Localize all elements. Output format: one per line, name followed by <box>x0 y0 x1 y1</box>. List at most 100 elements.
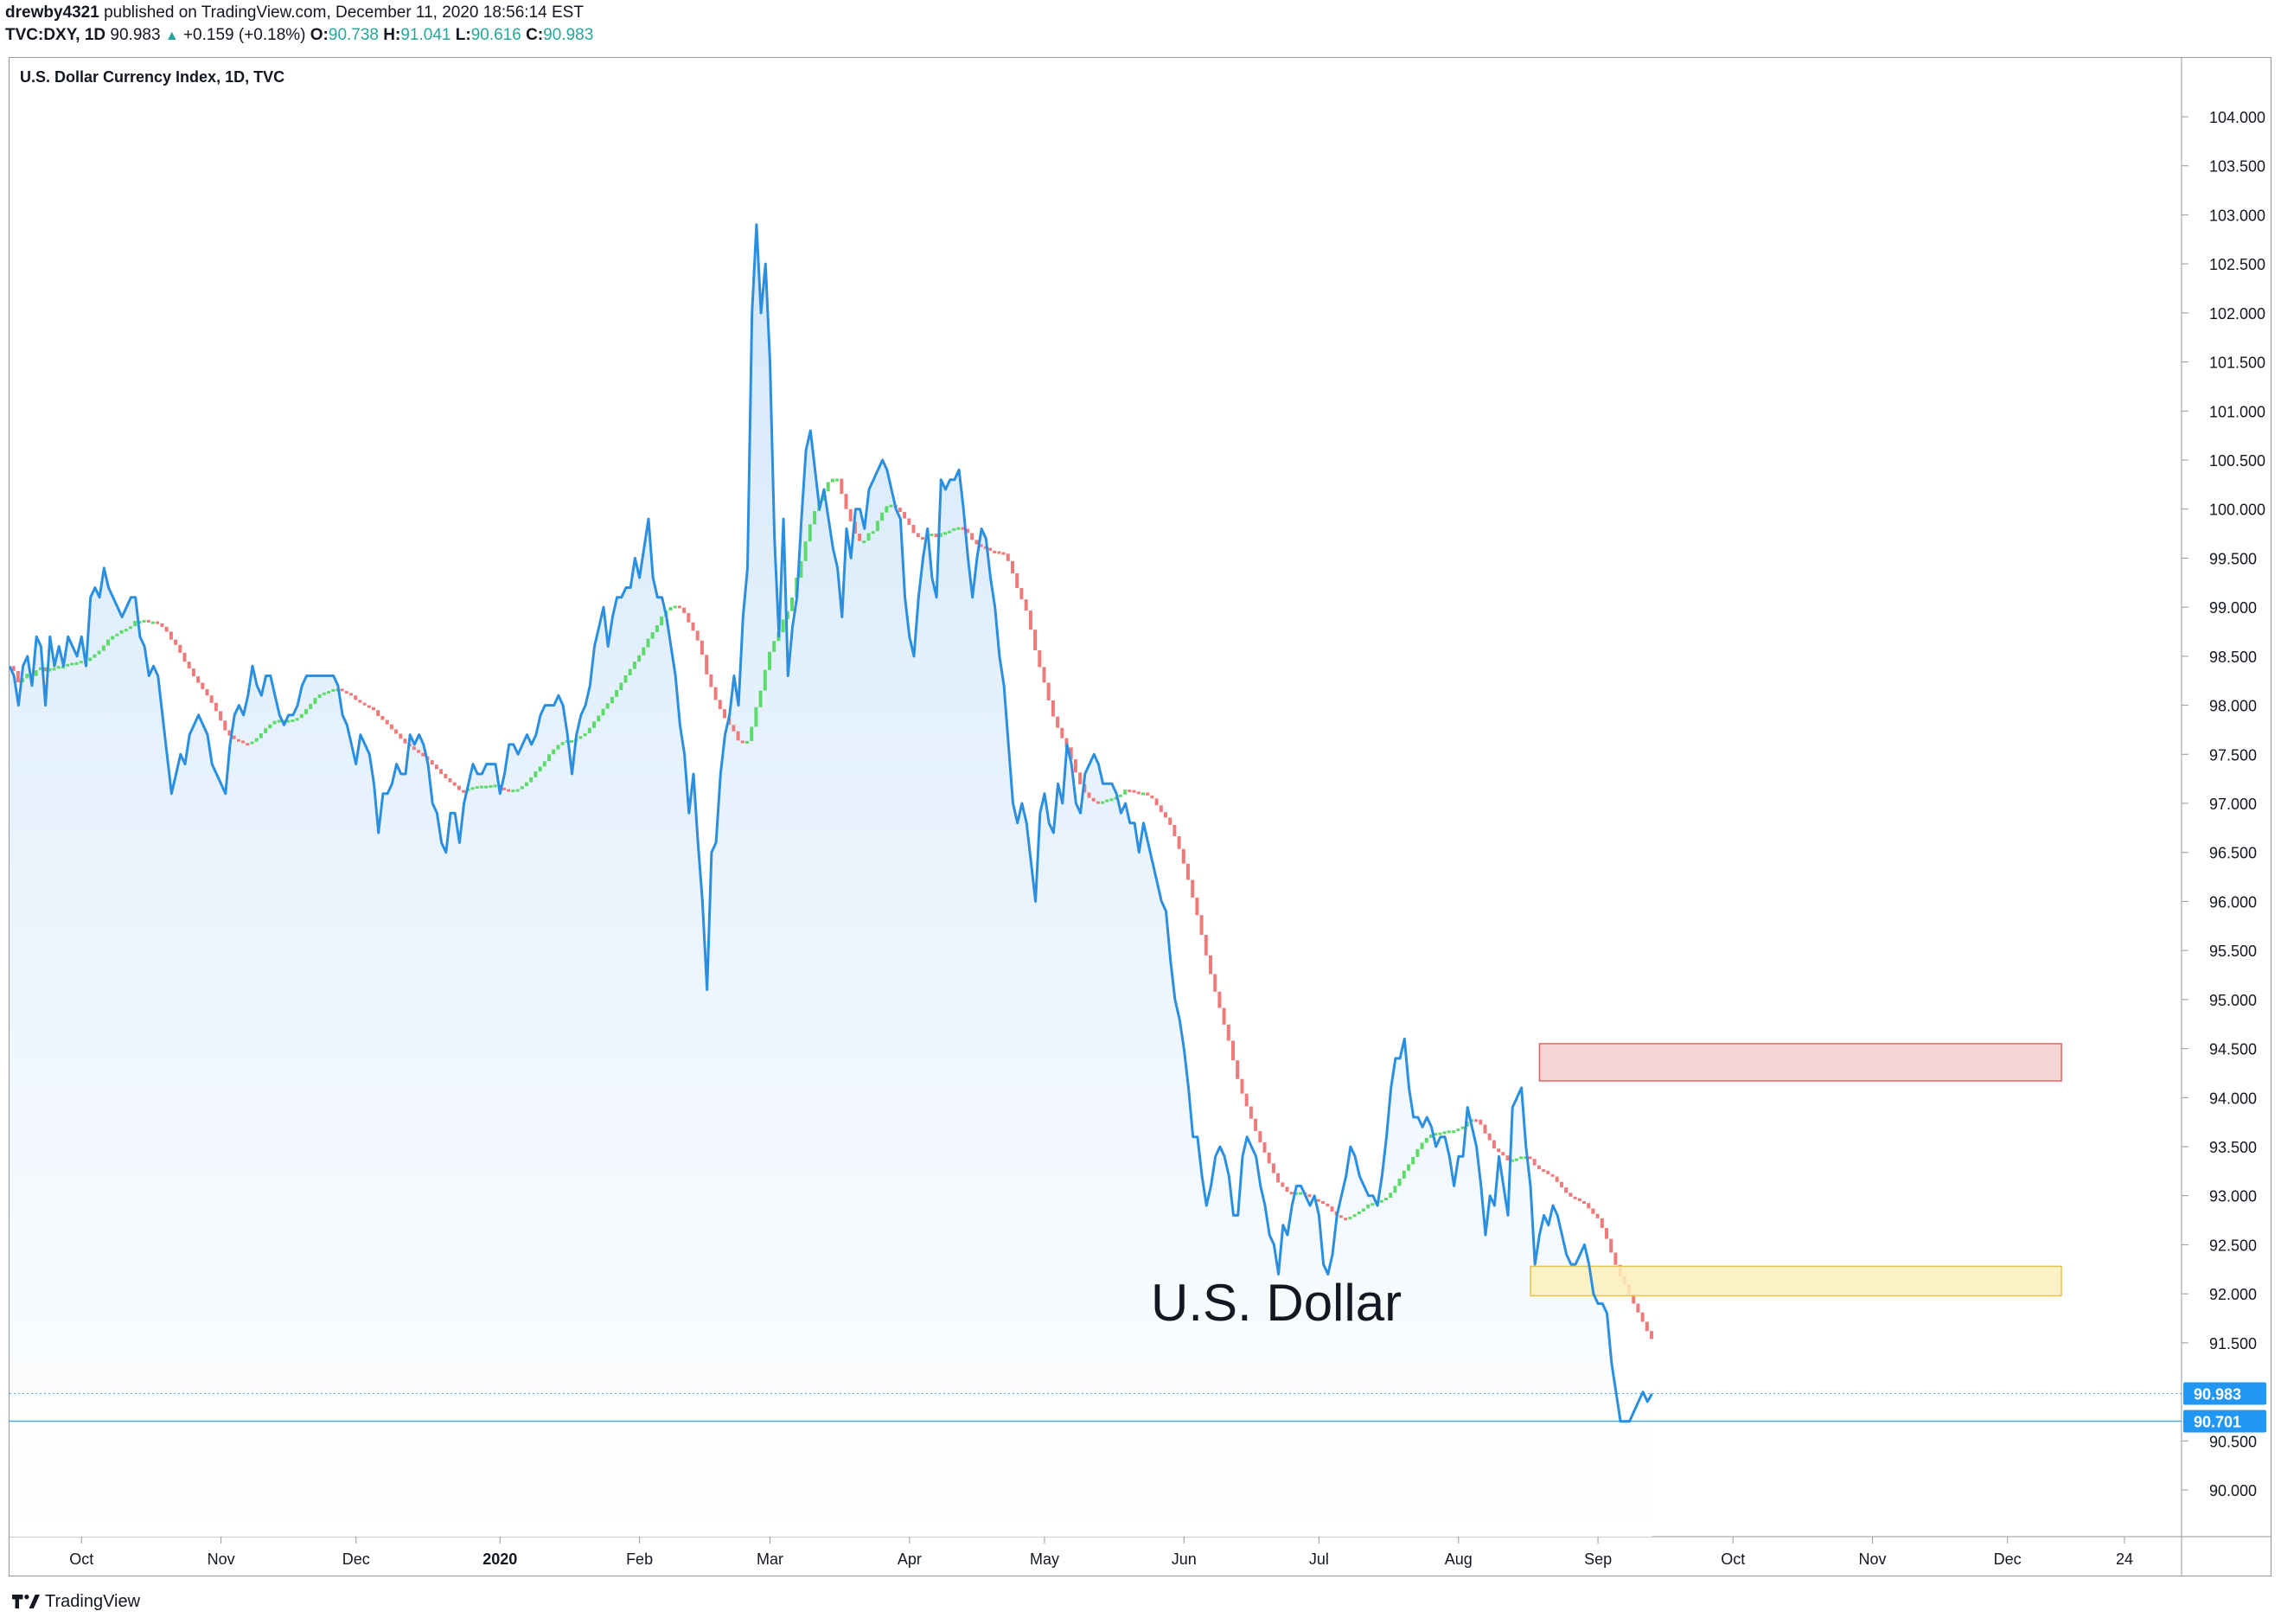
ma-bar <box>439 769 444 774</box>
ma-bar <box>178 644 182 653</box>
ma-bar <box>660 616 664 626</box>
ma-bar <box>605 703 610 709</box>
ma-bar <box>1407 1164 1410 1171</box>
ma-bar <box>1577 1198 1581 1201</box>
ma-bar <box>484 785 489 789</box>
ma-bar <box>1267 1152 1271 1164</box>
ma-bar <box>1348 1217 1352 1220</box>
ma-bar <box>597 715 601 722</box>
ma-bar <box>417 750 421 753</box>
ma-bar <box>587 727 591 733</box>
high-label: H: <box>383 26 401 44</box>
ma-bar <box>943 532 947 535</box>
ma-bar <box>848 508 853 521</box>
ma-bar <box>1492 1140 1496 1149</box>
x-tick-label: 24 <box>2116 1550 2133 1568</box>
ma-bar <box>619 682 623 690</box>
ma-bar <box>1177 836 1181 849</box>
y-tick-label: 100.500 <box>2209 452 2265 470</box>
ma-bar <box>1483 1124 1487 1134</box>
ma-bar <box>1262 1141 1267 1153</box>
ma-bar <box>399 733 403 739</box>
ma-bar <box>1546 1170 1550 1174</box>
ma-bar <box>677 605 681 609</box>
ma-bar <box>790 597 794 611</box>
footer-brand[interactable]: TradingView <box>45 1591 141 1611</box>
y-tick-label: 95.500 <box>2209 943 2257 960</box>
time-axis[interactable]: Oct Nov Dec 2020 Feb Mar Apr May Jun Jul Aug Sep Oct… <box>69 1537 2133 1568</box>
ma-bar <box>1564 1187 1569 1193</box>
ma-bar <box>835 478 840 482</box>
ma-bar <box>403 738 407 744</box>
ma-bar <box>227 730 232 736</box>
ma-bar <box>1640 1312 1645 1322</box>
ma-bar <box>232 735 236 739</box>
chart-canvas[interactable]: U.S. Dollar Currency Index, 1D, TVC U.S.… <box>10 58 2271 1576</box>
ma-bar <box>313 698 317 704</box>
ma-bar <box>48 668 52 672</box>
ma-bar <box>205 688 209 696</box>
ma-bar <box>327 691 330 694</box>
ma-bar <box>1326 1203 1330 1207</box>
open-label: O: <box>310 26 329 44</box>
ma-bar <box>1159 805 1163 813</box>
publisher-name[interactable]: drewby4321 <box>5 3 99 22</box>
ma-bar <box>97 650 101 655</box>
y-tick-label: 102.500 <box>2209 256 2265 273</box>
ma-bar <box>1015 573 1019 588</box>
ma-bar <box>1510 1159 1514 1162</box>
ma-bar <box>1299 1192 1303 1195</box>
ma-bar <box>1132 790 1136 793</box>
publish-line: drewby4321 published on TradingView.com,… <box>5 2 2271 24</box>
ma-bar <box>1555 1176 1559 1182</box>
price-axis[interactable]: 104.000 103.500 103.000 102.500 102.000 101.5… <box>2182 109 2265 1499</box>
ma-bar <box>1244 1093 1249 1107</box>
resistance-zone[interactable] <box>1538 1043 2062 1082</box>
ma-bar <box>515 789 520 792</box>
ma-bar <box>763 669 767 691</box>
ma-bar <box>1420 1142 1424 1149</box>
ma-bar <box>875 521 879 532</box>
ma-bar <box>1573 1196 1577 1199</box>
ma-bar <box>1240 1078 1244 1094</box>
y-tick-label: 90.500 <box>2209 1433 2257 1450</box>
y-tick-label: 95.000 <box>2209 992 2257 1009</box>
x-tick-label: Jul <box>1309 1550 1329 1568</box>
ma-bar <box>317 694 322 699</box>
ma-bar <box>79 661 83 664</box>
ma-bar <box>1236 1060 1240 1079</box>
ma-bar <box>1019 588 1024 599</box>
ma-bar <box>394 729 399 734</box>
ma-bar <box>286 719 291 723</box>
ma-bar <box>691 622 695 631</box>
ma-bar <box>452 782 457 786</box>
published-text: published on TradingView.com, December 1… <box>104 3 584 22</box>
ma-bar <box>34 670 38 676</box>
ma-bar <box>74 662 79 665</box>
ma-bar <box>1532 1159 1537 1166</box>
ma-bar <box>1276 1173 1281 1183</box>
low-value: 90.616 <box>470 26 521 44</box>
ma-bar <box>1186 863 1190 880</box>
ma-bar <box>1379 1199 1383 1203</box>
ma-bar <box>1222 1007 1226 1025</box>
ma-bar <box>254 738 259 742</box>
high-value: 91.041 <box>400 26 451 44</box>
support-zone[interactable] <box>1530 1265 2062 1297</box>
ma-bar <box>768 651 771 670</box>
chart-annotation: U.S. Dollar <box>1151 1274 1402 1332</box>
ma-bar <box>1091 797 1096 802</box>
ma-bar <box>1114 796 1118 800</box>
ma-bar <box>650 632 655 639</box>
ma-bar <box>1569 1192 1573 1197</box>
ma-bar <box>1591 1208 1595 1214</box>
ma-bar <box>682 607 687 613</box>
price-line[interactable] <box>10 223 1653 1423</box>
ma-bar <box>1307 1194 1312 1198</box>
ma-bar <box>1497 1148 1501 1153</box>
ma-bar <box>866 533 871 540</box>
ma-bar <box>1411 1156 1415 1165</box>
ma-bar <box>196 676 201 683</box>
tradingview-logo-icon[interactable] <box>12 1593 40 1610</box>
ma-bar <box>1613 1252 1618 1265</box>
